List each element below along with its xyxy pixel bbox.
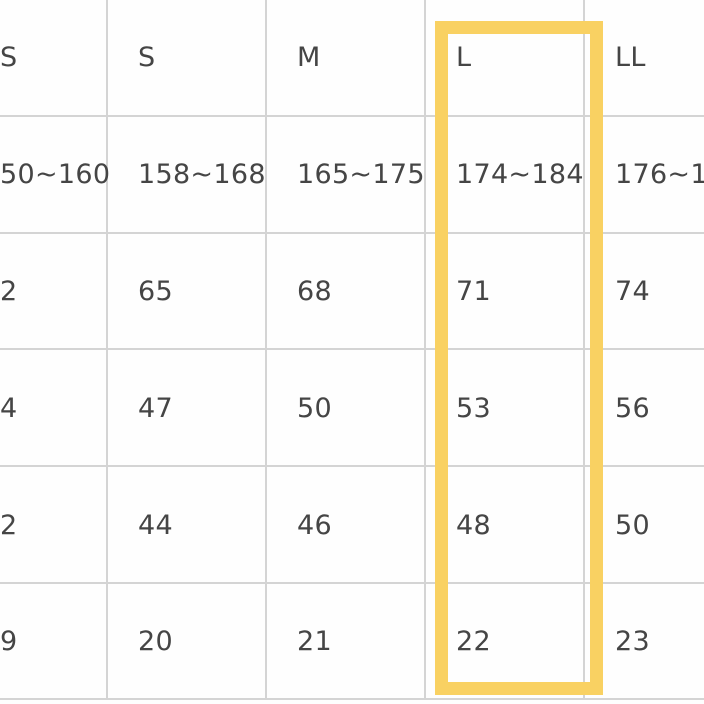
table-cell: 176~1: [615, 159, 704, 190]
table-cell: 50: [615, 510, 650, 541]
highlight-box-column-l: [435, 21, 603, 695]
table-cell: 20: [138, 626, 173, 657]
table-cell: 158~168: [138, 159, 266, 190]
grid-row-divider: [0, 698, 704, 700]
table-cell: 74: [615, 276, 650, 307]
table-cell: 21: [297, 626, 332, 657]
table-cell: 56: [615, 393, 650, 424]
table-cell: 44: [138, 510, 173, 541]
table-cell: 48: [456, 510, 491, 541]
grid-row-divider: [0, 582, 704, 584]
grid-row-divider: [0, 115, 704, 117]
grid-row-divider: [0, 465, 704, 467]
table-cell: 165~175: [297, 159, 425, 190]
table-header-cell: S: [0, 42, 18, 73]
table-header-cell: LL: [615, 42, 646, 73]
table-cell: 46: [297, 510, 332, 541]
table-cell: 50~160: [0, 159, 111, 190]
table-cell: 47: [138, 393, 173, 424]
table-cell: 23: [615, 626, 650, 657]
table-cell: 174~184: [456, 159, 584, 190]
table-header-cell: S: [138, 42, 156, 73]
table-cell: 65: [138, 276, 173, 307]
table-cell: 2: [0, 276, 18, 307]
table-cell: 9: [0, 626, 18, 657]
table-cell: 68: [297, 276, 332, 307]
grid-row-divider: [0, 348, 704, 350]
table-header-cell: L: [456, 42, 472, 73]
grid-row-divider: [0, 232, 704, 234]
table-cell: 71: [456, 276, 491, 307]
table-cell: 50: [297, 393, 332, 424]
table-cell: 53: [456, 393, 491, 424]
table-cell: 2: [0, 510, 18, 541]
table-cell: 22: [456, 626, 491, 657]
table-header-cell: M: [297, 42, 321, 73]
table-cell: 4: [0, 393, 18, 424]
